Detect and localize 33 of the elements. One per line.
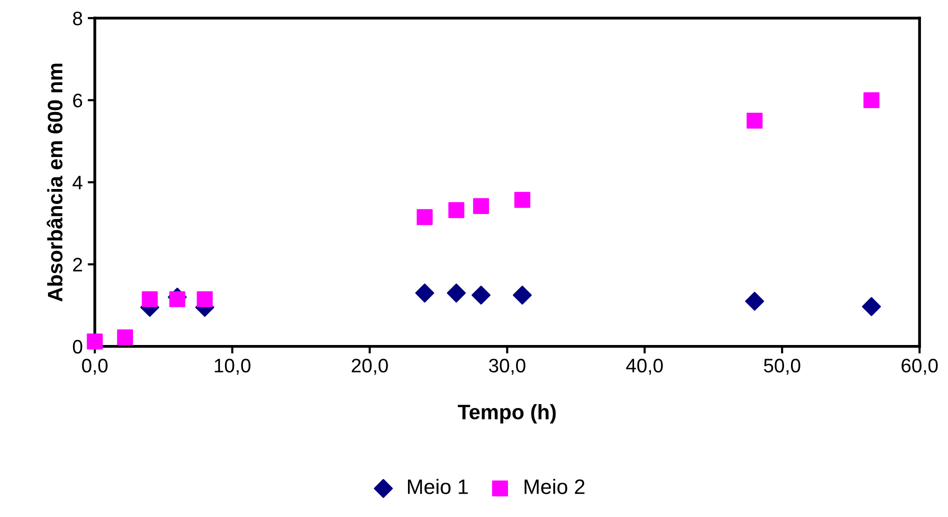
point: [196, 291, 213, 308]
x-tick-label: 30,0: [489, 358, 526, 375]
point: [512, 286, 532, 305]
x-tick-label: 40,0: [626, 358, 663, 375]
x-axis-title: Tempo (h): [458, 404, 556, 424]
x-tick-label: 60,0: [902, 358, 938, 375]
point: [448, 202, 464, 218]
x-tick-label: 0,0: [82, 358, 108, 375]
point: [473, 198, 490, 214]
legend-label: Meio 2: [524, 478, 584, 494]
point: [415, 284, 434, 303]
point: [745, 292, 764, 311]
point: [142, 291, 158, 308]
y-tick-label: 4: [72, 176, 82, 190]
x-tick-label: 10,0: [214, 358, 250, 375]
point: [746, 112, 763, 129]
point: [472, 286, 491, 305]
legend-label: Meio 1: [408, 478, 468, 494]
y-tick-label: 6: [73, 94, 82, 108]
point: [86, 333, 103, 350]
y-tick-label: 8: [73, 12, 82, 26]
x-tick-label: 50,0: [764, 358, 800, 375]
point: [446, 284, 466, 303]
point: [862, 297, 881, 316]
point: [117, 329, 134, 346]
point: [169, 291, 186, 308]
point: [514, 192, 530, 208]
x-tick-label: 20,0: [352, 358, 388, 375]
point: [416, 209, 433, 226]
y-axis-title: Absorbância em 600 nm: [46, 64, 63, 302]
point: [863, 92, 880, 108]
y-tick-label: 0: [72, 340, 82, 354]
y-tick-label: 2: [73, 258, 82, 272]
